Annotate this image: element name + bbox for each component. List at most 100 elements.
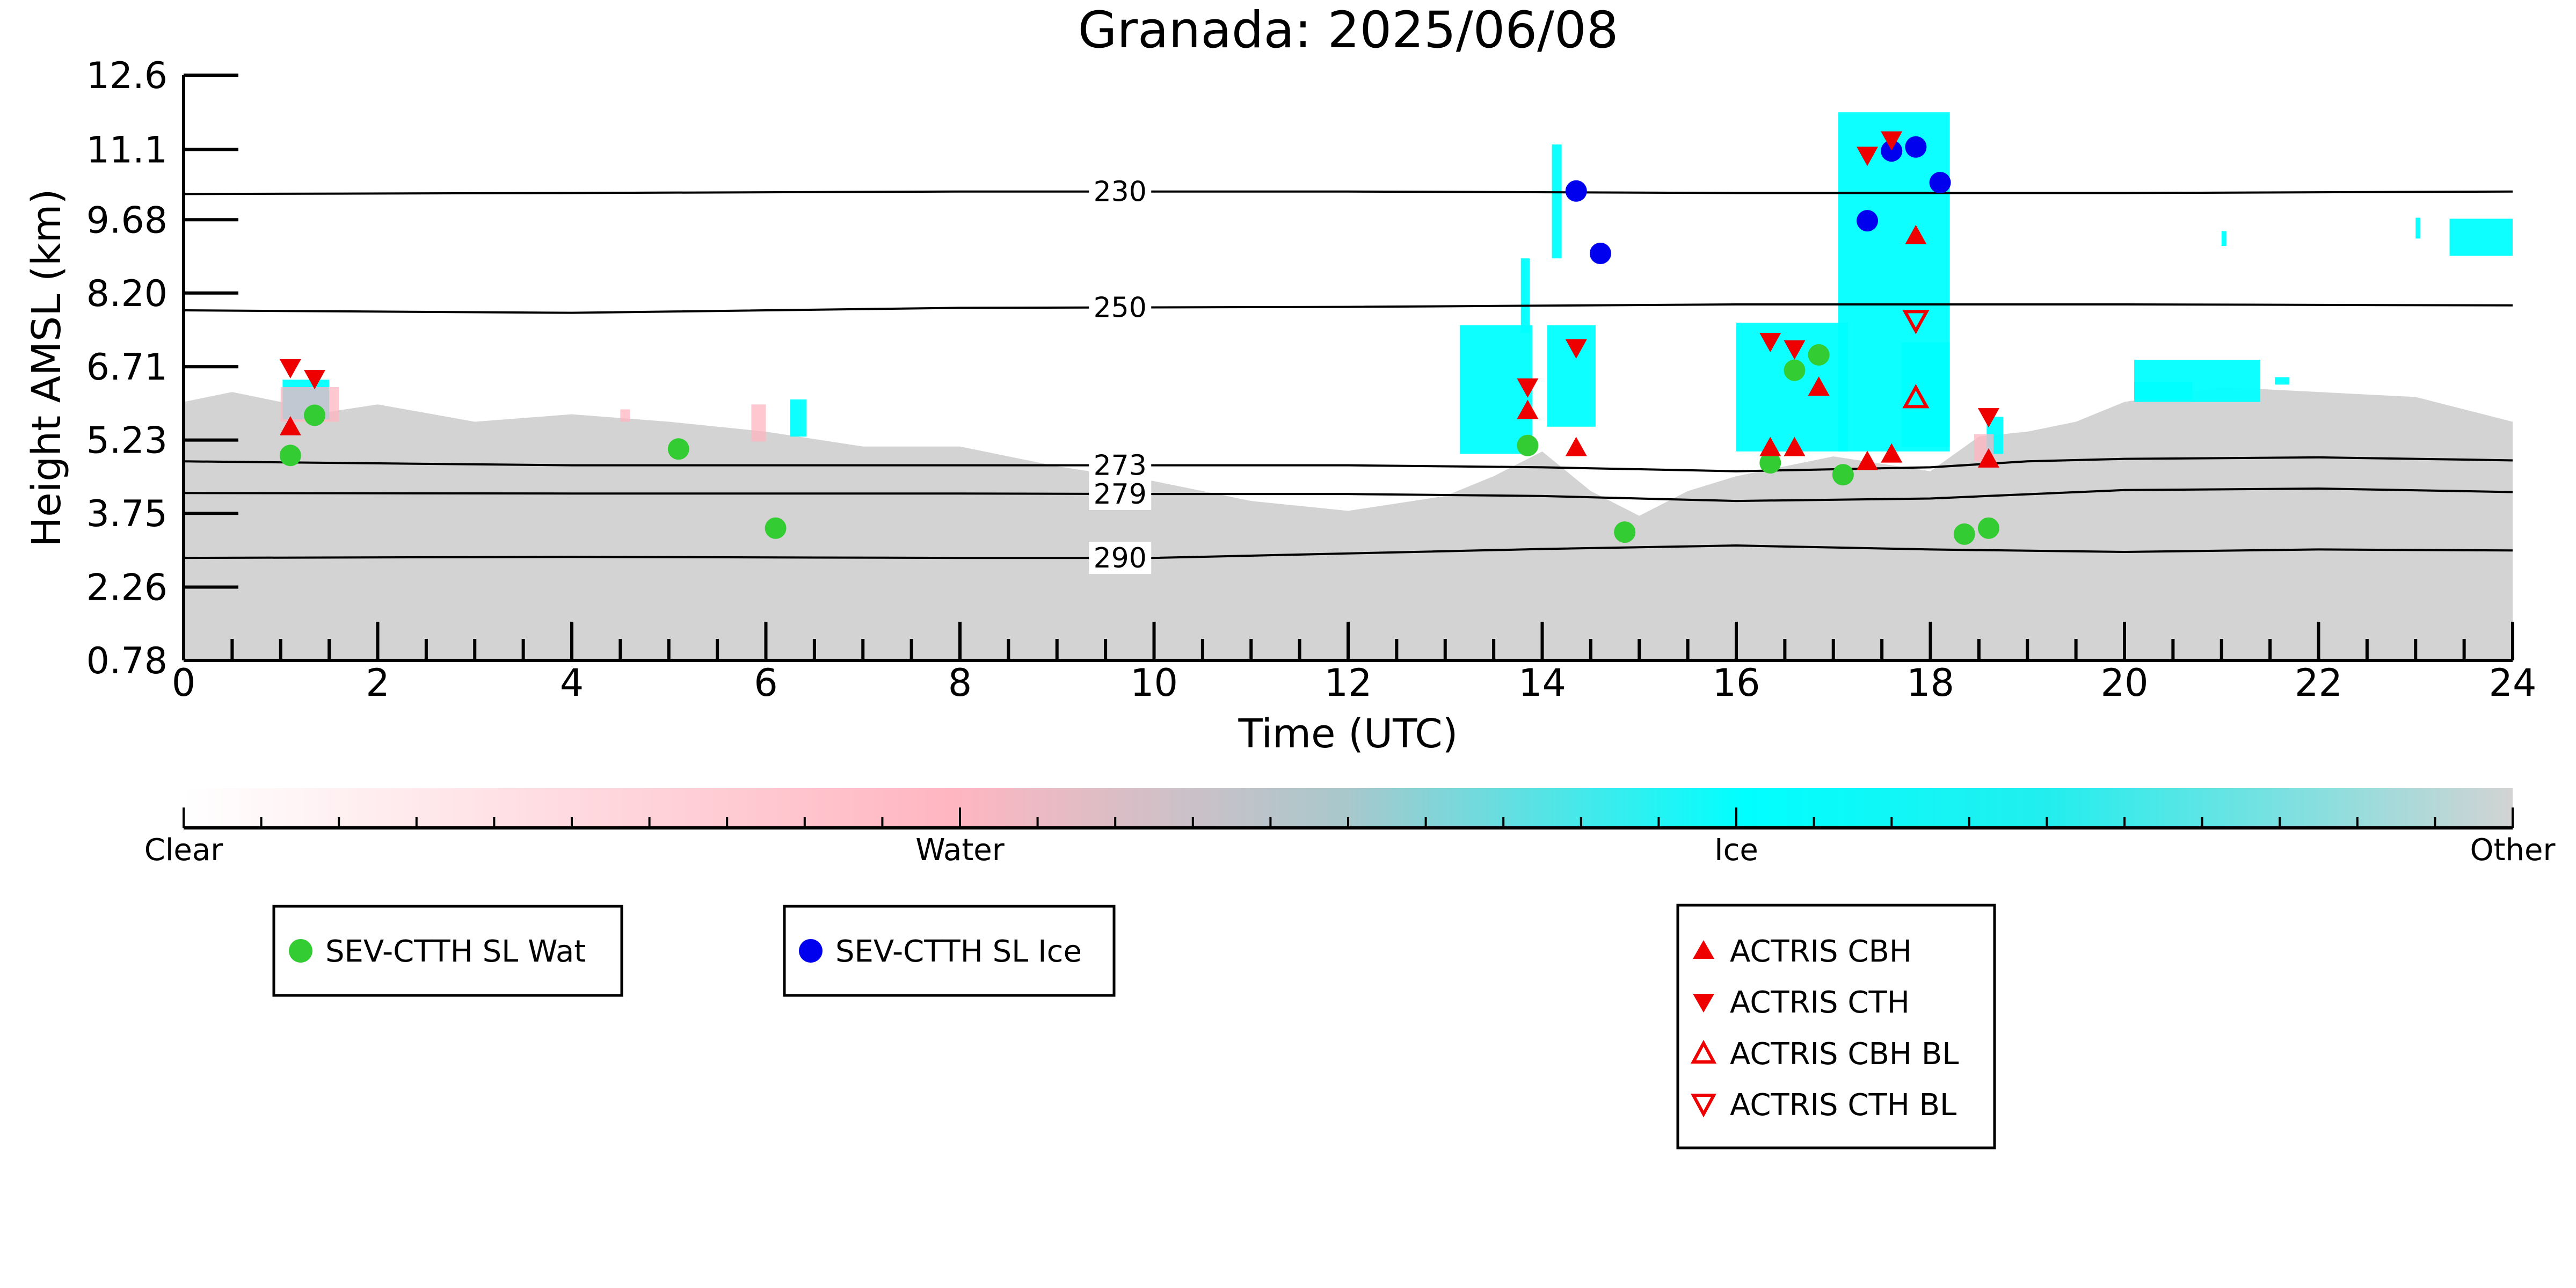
other-class-region [184,387,2513,660]
y-axis-label: Height AMSL (km) [24,188,70,547]
y-tick-label: 12.6 [86,55,168,97]
ice-region [790,399,807,437]
marker-actris-cth [1565,339,1587,359]
water-region [751,404,766,442]
isotherm-290 [184,544,2513,559]
y-tick-label: 11.1 [86,129,168,171]
x-tick-label: 14 [1518,661,1566,705]
isotherm-label-273: 273 [1094,450,1147,482]
marker-sev-ctth-sl-wat [1977,517,1999,539]
legend-label-sev-ice: SEV-CTTH SL Ice [835,934,1082,969]
marker-actris-cth [279,359,301,379]
x-tick-label: 16 [1712,661,1760,705]
marker-actris-cbh [1784,436,1806,456]
marker-actris-cth [304,370,326,390]
legend-marker-sev-ice [799,939,823,963]
marker-sev-ctth-sl-ice [1881,140,1903,162]
plot-area [184,112,2513,660]
chart-title: Granada: 2025/06/08 [1078,1,1619,60]
colorbar: Clear Water Ice Other [144,788,2556,868]
isotherm-lines [184,190,2513,559]
x-tick-label: 8 [948,661,972,705]
ice-region [2449,219,2513,256]
colorbar-ticks [183,807,2514,828]
marker-sev-ctth-sl-wat [1808,344,1830,366]
y-tick-label: 8.20 [86,273,168,315]
marker-actris-cth [1759,332,1781,352]
x-tick-label: 0 [172,661,196,705]
ice-region [1459,325,1533,454]
marker-points [279,131,1999,545]
legend-marker-actris-cth [1693,994,1714,1013]
y-tick-label: 2.26 [86,567,168,609]
marker-sev-ctth-sl-wat [765,517,787,539]
x-tick-label: 18 [1906,661,1954,705]
marker-actris-cbh [1565,436,1587,456]
marker-actris-cth [1857,147,1879,166]
marker-sev-ctth-sl-wat [1832,464,1854,486]
water-cloud-regions [280,387,1993,462]
x-tick-label: 12 [1324,661,1372,705]
isotherm-label-bg [1089,542,1152,574]
marker-sev-ctth-sl-wat [279,445,301,467]
legend-label-actris-cbh-bl: ACTRIS CBH BL [1730,1037,1959,1072]
isotherm-230 [184,190,2513,195]
y-tick-label: 3.75 [86,493,168,535]
isotherm-label-bg [1089,291,1152,324]
x-tick-label: 20 [2100,661,2148,705]
legend-box-actris: ACTRIS CBH ACTRIS CTH ACTRIS CBH BL ACTR… [1676,904,1996,1149]
x-tick-label: 22 [2295,661,2342,705]
y-tick-label: 6.71 [86,346,168,389]
colorbar-label-water: Water [915,833,1005,868]
marker-actris-cbh [1977,448,1999,468]
water-region [620,409,630,422]
legend-frame [783,905,1116,997]
marker-actris-cbh [1759,436,1781,456]
marker-actris-cth [1517,378,1539,398]
isotherm-label-230: 230 [1094,176,1147,208]
marker-actris-cbh-bl [1902,384,1930,409]
legend-marker-actris-cbh-bl [1690,1039,1717,1064]
isotherm-label-bg [1089,175,1152,208]
marker-sev-ctth-sl-wat [1784,359,1806,381]
marker-sev-ctth-sl-wat [1614,521,1636,543]
marker-actris-cbh [1905,224,1927,244]
ice-region [2275,377,2290,385]
marker-sev-ctth-sl-wat [1759,452,1781,474]
marker-actris-cbh [1857,450,1879,470]
x-axis-label: Time (UTC) [1238,711,1458,757]
legend-label-actris-cth: ACTRIS CTH [1730,985,1910,1020]
legend-label-actris-cth-bl: ACTRIS CTH BL [1730,1088,1956,1123]
legend-frame [272,905,623,997]
colorbar-label-other: Other [2470,833,2556,868]
legend-marker-actris-cbh [1693,940,1714,959]
x-tick-label: 24 [2488,661,2536,705]
marker-sev-ctth-sl-ice [1565,180,1587,202]
marker-actris-cbh [1808,376,1830,396]
marker-sev-ctth-sl-ice [1929,172,1951,194]
y-tick-label: 9.68 [86,199,168,242]
marker-sev-ctth-sl-ice [1905,136,1927,158]
marker-actris-cbh [1517,399,1539,419]
x-axis-ticks: 0 2 4 6 8 10 12 14 16 18 20 22 24 [172,622,2537,705]
marker-sev-ctth-sl-wat [1517,434,1539,456]
marker-sev-ctth-sl-wat [1953,523,1975,545]
ice-region [1901,342,1950,447]
marker-sev-ctth-sl-ice [1589,242,1611,264]
isotherm-250 [184,303,2513,314]
y-axis-ticks: 0.78 2.26 3.75 5.23 6.71 8.20 9.68 11.1 12.6 [86,55,238,682]
colorbar-label-clear: Clear [144,833,223,868]
legend-box-sev-water: SEV-CTTH SL Wat [272,905,623,997]
marker-actris-cth-bl [1902,310,1930,334]
y-tick-label: 5.23 [86,420,168,462]
isotherm-label-bg [1089,449,1152,482]
isotherm-label-290: 290 [1094,542,1147,574]
marker-actris-cbh [1881,443,1903,463]
other-class-area [184,387,2513,660]
isotherm-label-bg [1089,477,1152,510]
marker-actris-cth [1977,408,1999,428]
marker-actris-cth [1881,131,1903,151]
marker-sev-ctth-sl-wat [667,438,689,460]
ice-region [2134,382,2193,400]
